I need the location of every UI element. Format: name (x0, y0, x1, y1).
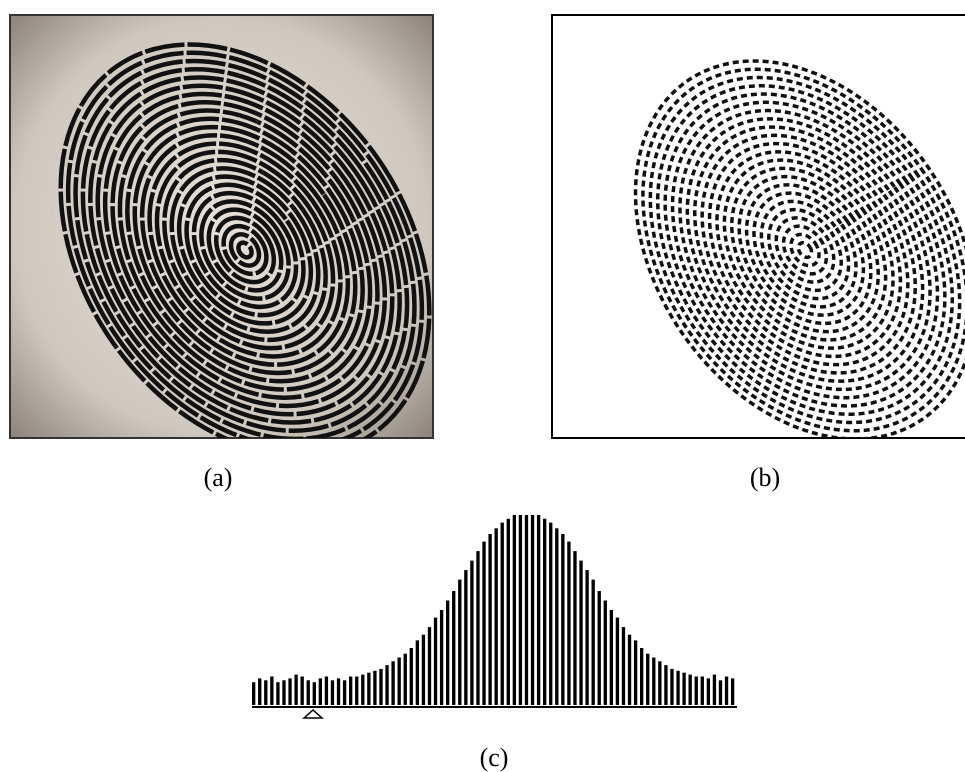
bar (319, 678, 322, 705)
bar (488, 534, 491, 705)
bar (258, 678, 261, 705)
bar (367, 673, 370, 705)
bar (343, 680, 346, 705)
bar (282, 680, 285, 705)
bar (628, 635, 631, 705)
bar (404, 654, 407, 705)
histogram (252, 515, 734, 705)
bar (713, 675, 716, 705)
bar (416, 640, 419, 705)
bar (422, 635, 425, 705)
bar (731, 678, 734, 705)
bar (373, 671, 376, 705)
bar (610, 610, 613, 705)
bar (410, 648, 413, 705)
bar (664, 665, 667, 705)
bar (385, 665, 388, 705)
bar (252, 682, 255, 705)
bar (294, 675, 297, 705)
bar (482, 542, 485, 705)
bar (264, 680, 267, 705)
bar (440, 610, 443, 705)
bar (658, 661, 661, 705)
bar (579, 561, 582, 705)
bar (652, 658, 655, 706)
bar (313, 682, 316, 705)
bar (391, 661, 394, 705)
bar (513, 515, 516, 705)
page: {"panels": [{"label": "(a)"}, {"label": … (0, 0, 965, 772)
bar (495, 528, 498, 705)
bar (549, 523, 552, 705)
bar (288, 678, 291, 705)
figure: (a) (b) (c) (0, 0, 965, 772)
bar (707, 678, 710, 705)
bar (458, 580, 461, 705)
bar (464, 570, 467, 705)
bar (561, 534, 564, 705)
bar (573, 551, 576, 705)
bar (719, 680, 722, 705)
threshold-marker (304, 710, 322, 718)
panel-label: (b) (750, 463, 780, 492)
bar (567, 542, 570, 705)
bar (361, 675, 364, 705)
bar (301, 677, 304, 706)
bar (537, 515, 540, 705)
bar (337, 678, 340, 705)
bar (646, 654, 649, 705)
bar (349, 677, 352, 706)
bar (476, 551, 479, 705)
bar (379, 669, 382, 705)
bar (598, 591, 601, 705)
bar (701, 677, 704, 706)
bar (398, 658, 401, 706)
bar (555, 528, 558, 705)
bar (276, 682, 279, 705)
bar (676, 671, 679, 705)
bar (604, 601, 607, 706)
bar (452, 591, 455, 705)
bar (543, 519, 546, 705)
bar (434, 618, 437, 705)
bar (616, 618, 619, 705)
panel-label: (a) (204, 463, 233, 492)
bar (670, 669, 673, 705)
bar (470, 561, 473, 705)
bar (682, 673, 685, 705)
bar (640, 648, 643, 705)
bar (622, 627, 625, 705)
bar (355, 677, 358, 706)
bar (428, 627, 431, 705)
bar (307, 680, 310, 705)
bar (634, 640, 637, 705)
bar (525, 515, 528, 705)
bar (331, 680, 334, 705)
bar (501, 523, 504, 705)
bar (507, 519, 510, 705)
bar (531, 515, 534, 705)
bar (592, 580, 595, 705)
bar (689, 675, 692, 705)
bar (325, 677, 328, 706)
bar (270, 677, 273, 706)
bar (725, 677, 728, 706)
bar (446, 601, 449, 706)
bar (519, 515, 522, 705)
bar (695, 677, 698, 706)
bar (585, 570, 588, 705)
panel-label: (c) (480, 743, 509, 772)
